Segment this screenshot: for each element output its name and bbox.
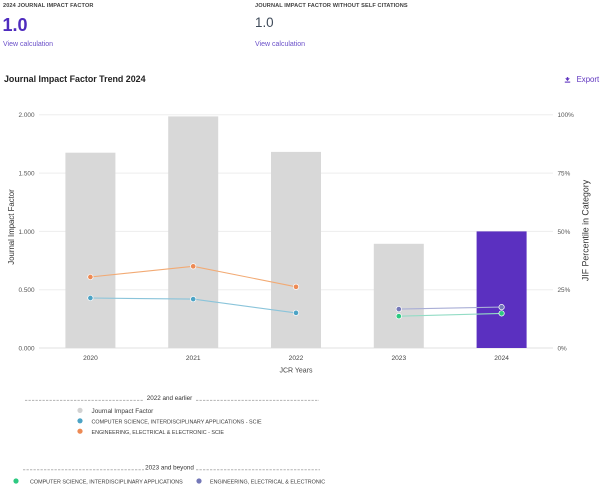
svg-text:50%: 50% <box>558 229 571 236</box>
svg-text:Journal Impact Factor: Journal Impact Factor <box>7 189 16 265</box>
svg-text:2024: 2024 <box>494 355 509 362</box>
svg-text:1.500: 1.500 <box>19 171 35 178</box>
svg-text:0%: 0% <box>558 345 568 352</box>
svg-text:Journal Impact Factor: Journal Impact Factor <box>92 408 155 415</box>
svg-text:2.000: 2.000 <box>19 112 35 119</box>
svg-text:2022: 2022 <box>289 355 304 362</box>
svg-text:COMPUTER SCIENCE, INTERDISCIPL: COMPUTER SCIENCE, INTERDISCIPLINARY APPL… <box>30 480 183 486</box>
svg-text:0.000: 0.000 <box>19 345 35 352</box>
svg-text:25%: 25% <box>558 287 571 294</box>
svg-text:75%: 75% <box>558 171 571 178</box>
svg-text:2023: 2023 <box>391 355 406 362</box>
svg-text:2021: 2021 <box>186 355 201 362</box>
svg-text:1.000: 1.000 <box>19 229 35 236</box>
svg-text:ENGINEERING, ELECTRICAL & ELEC: ENGINEERING, ELECTRICAL & ELECTRONIC <box>210 480 325 486</box>
svg-text:COMPUTER SCIENCE, INTERDISCIPL: COMPUTER SCIENCE, INTERDISCIPLINARY APPL… <box>92 419 263 425</box>
svg-text:ENGINEERING, ELECTRICAL & ELEC: ENGINEERING, ELECTRICAL & ELECTRONIC - S… <box>92 430 225 436</box>
svg-text:100%: 100% <box>558 112 575 119</box>
svg-text:Export: Export <box>577 75 600 84</box>
svg-text:0.500: 0.500 <box>19 287 35 294</box>
svg-text:JCR Years: JCR Years <box>279 368 313 375</box>
svg-text:2022 and earlier: 2022 and earlier <box>147 395 193 402</box>
svg-text:JIF Percentile in Category: JIF Percentile in Category <box>581 179 591 281</box>
svg-text:2023 and beyond: 2023 and beyond <box>145 464 194 471</box>
svg-text:2020: 2020 <box>83 355 98 362</box>
